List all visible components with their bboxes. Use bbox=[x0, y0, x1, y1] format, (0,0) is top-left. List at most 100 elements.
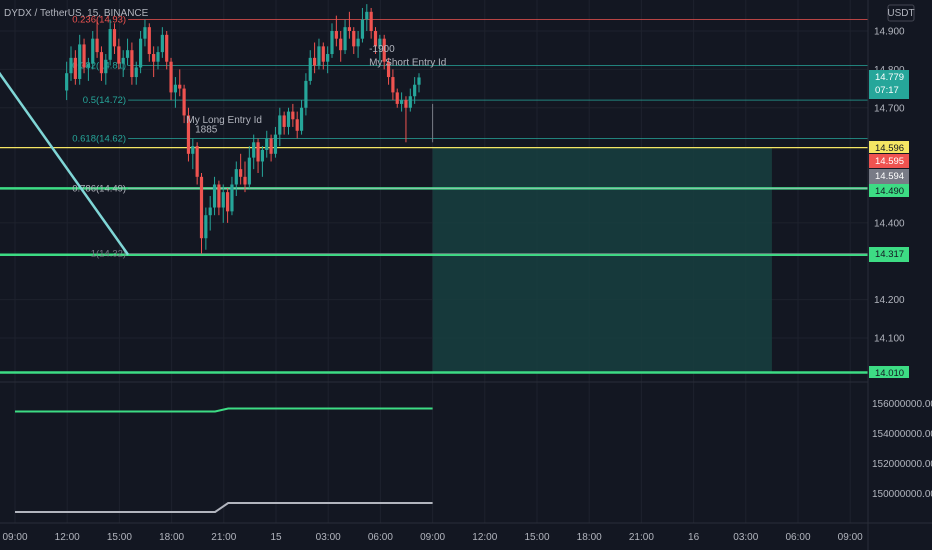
time-tick-label: 15:00 bbox=[524, 532, 549, 543]
fib-level-label: 0.618(14.62) bbox=[72, 133, 126, 144]
candle-body bbox=[160, 34, 164, 53]
time-tick-label: 03:00 bbox=[316, 532, 341, 543]
candle-body bbox=[265, 138, 269, 150]
candle-body bbox=[334, 31, 338, 39]
trend-line[interactable] bbox=[0, 0, 130, 256]
time-tick-label: 16 bbox=[688, 532, 700, 543]
chart-annotation: My Short Entry Id bbox=[369, 58, 446, 69]
time-tick-label: 06:00 bbox=[785, 532, 810, 543]
candle-body bbox=[360, 19, 365, 39]
candle-body bbox=[208, 207, 212, 216]
candle-body bbox=[286, 111, 291, 127]
time-axis[interactable]: 09:00 12:00 15:00 18:00 21:00 15 03:00 06:00 09:… bbox=[2, 532, 863, 543]
currency-badge[interactable] bbox=[887, 4, 915, 22]
candles bbox=[65, 4, 421, 254]
time-tick-label: 03:00 bbox=[733, 532, 758, 543]
price-tag bbox=[869, 247, 909, 262]
candle-body bbox=[308, 57, 312, 81]
candle-body bbox=[243, 176, 247, 185]
time-tick-label: 15 bbox=[270, 532, 282, 543]
fib-level-label: 0.382(14.81) bbox=[72, 61, 126, 72]
volume-indicator-line bbox=[15, 407, 433, 413]
chart-annotation: My Long Entry Id bbox=[186, 115, 262, 126]
price-tag-value: 14.317 bbox=[875, 249, 904, 260]
candle-body bbox=[230, 184, 234, 212]
candle-body bbox=[204, 215, 208, 239]
candle-body bbox=[413, 84, 417, 97]
candle-body bbox=[73, 57, 77, 79]
candle-body bbox=[91, 38, 95, 64]
volume-axis[interactable]: 156000000.000 154000000.000 152000000.000 1… bbox=[872, 399, 932, 500]
price-tag-countdown: 07:17 bbox=[875, 85, 899, 96]
candle-body bbox=[108, 29, 112, 60]
time-tick-label: 18:00 bbox=[159, 532, 184, 543]
price-tag bbox=[869, 141, 909, 153]
candle-body bbox=[152, 54, 156, 62]
time-tick-label: 09:00 bbox=[838, 532, 863, 543]
candle-body bbox=[252, 142, 256, 158]
volume-tick-label: 152000000.000 bbox=[872, 459, 932, 470]
candle-body bbox=[291, 111, 295, 120]
candle-body bbox=[156, 52, 160, 62]
price-tag-value: 14.490 bbox=[875, 186, 904, 197]
candle-body bbox=[82, 44, 86, 68]
candle-body bbox=[191, 146, 195, 154]
volume-tick-label: 150000000.000 bbox=[872, 489, 932, 500]
candle-body bbox=[356, 38, 360, 47]
candle-body bbox=[330, 31, 334, 55]
candle-body bbox=[373, 31, 378, 47]
time-tick-label: 21:00 bbox=[211, 532, 236, 543]
candle-body bbox=[134, 67, 138, 78]
candle-body bbox=[400, 100, 404, 104]
price-tag bbox=[869, 366, 909, 378]
candle-body bbox=[295, 119, 299, 131]
candle-body bbox=[256, 142, 260, 162]
candle-body bbox=[121, 57, 125, 64]
candle-body bbox=[86, 63, 90, 68]
candle-body bbox=[65, 73, 69, 91]
candle-body bbox=[104, 59, 108, 74]
target-zone bbox=[432, 147, 772, 373]
price-tag-value: 14.596 bbox=[875, 143, 904, 154]
fib-level-label: 0.5(14.72) bbox=[83, 95, 126, 106]
candle-body bbox=[199, 176, 204, 239]
candle-body bbox=[226, 192, 230, 212]
time-tick-label: 18:00 bbox=[577, 532, 602, 543]
price-tick-label: 14.100 bbox=[874, 334, 905, 345]
candle-body bbox=[117, 46, 121, 64]
candle-body bbox=[347, 27, 351, 31]
candle-body bbox=[69, 57, 73, 74]
candle-body bbox=[386, 61, 391, 78]
price-tag bbox=[869, 169, 909, 184]
time-tick-label: 06:00 bbox=[368, 532, 393, 543]
time-tick-label: 09:00 bbox=[2, 532, 27, 543]
candle-body bbox=[99, 52, 104, 74]
volume-tick-label: 156000000.000 bbox=[872, 399, 932, 410]
candle-body bbox=[143, 27, 147, 39]
fib-level-label: 0.786(14.49) bbox=[72, 183, 126, 194]
price-tag-value: 14.010 bbox=[875, 368, 904, 379]
currency-label: USDT bbox=[887, 8, 914, 19]
candle-body bbox=[365, 11, 369, 20]
candle-body bbox=[173, 84, 177, 93]
time-tick-label: 09:00 bbox=[420, 532, 445, 543]
candle-body bbox=[339, 38, 343, 51]
candle-body bbox=[317, 46, 321, 66]
price-tick-label: 14.200 bbox=[874, 295, 905, 306]
candle-body bbox=[395, 92, 399, 104]
time-tick-label: 21:00 bbox=[629, 532, 654, 543]
candle-body bbox=[321, 46, 325, 62]
candle-body bbox=[125, 50, 130, 58]
candle-body bbox=[221, 192, 225, 208]
candle-body bbox=[212, 184, 217, 208]
candle-body bbox=[382, 38, 386, 62]
candle-body bbox=[112, 29, 117, 47]
price-tag-value: 14.595 bbox=[875, 156, 904, 167]
candle-body bbox=[278, 115, 282, 135]
candle-body bbox=[417, 77, 421, 85]
candle-body bbox=[169, 61, 173, 93]
fib-level-label: 1(14.32) bbox=[91, 249, 126, 260]
candle-body bbox=[352, 31, 356, 47]
candle-body bbox=[130, 50, 134, 78]
